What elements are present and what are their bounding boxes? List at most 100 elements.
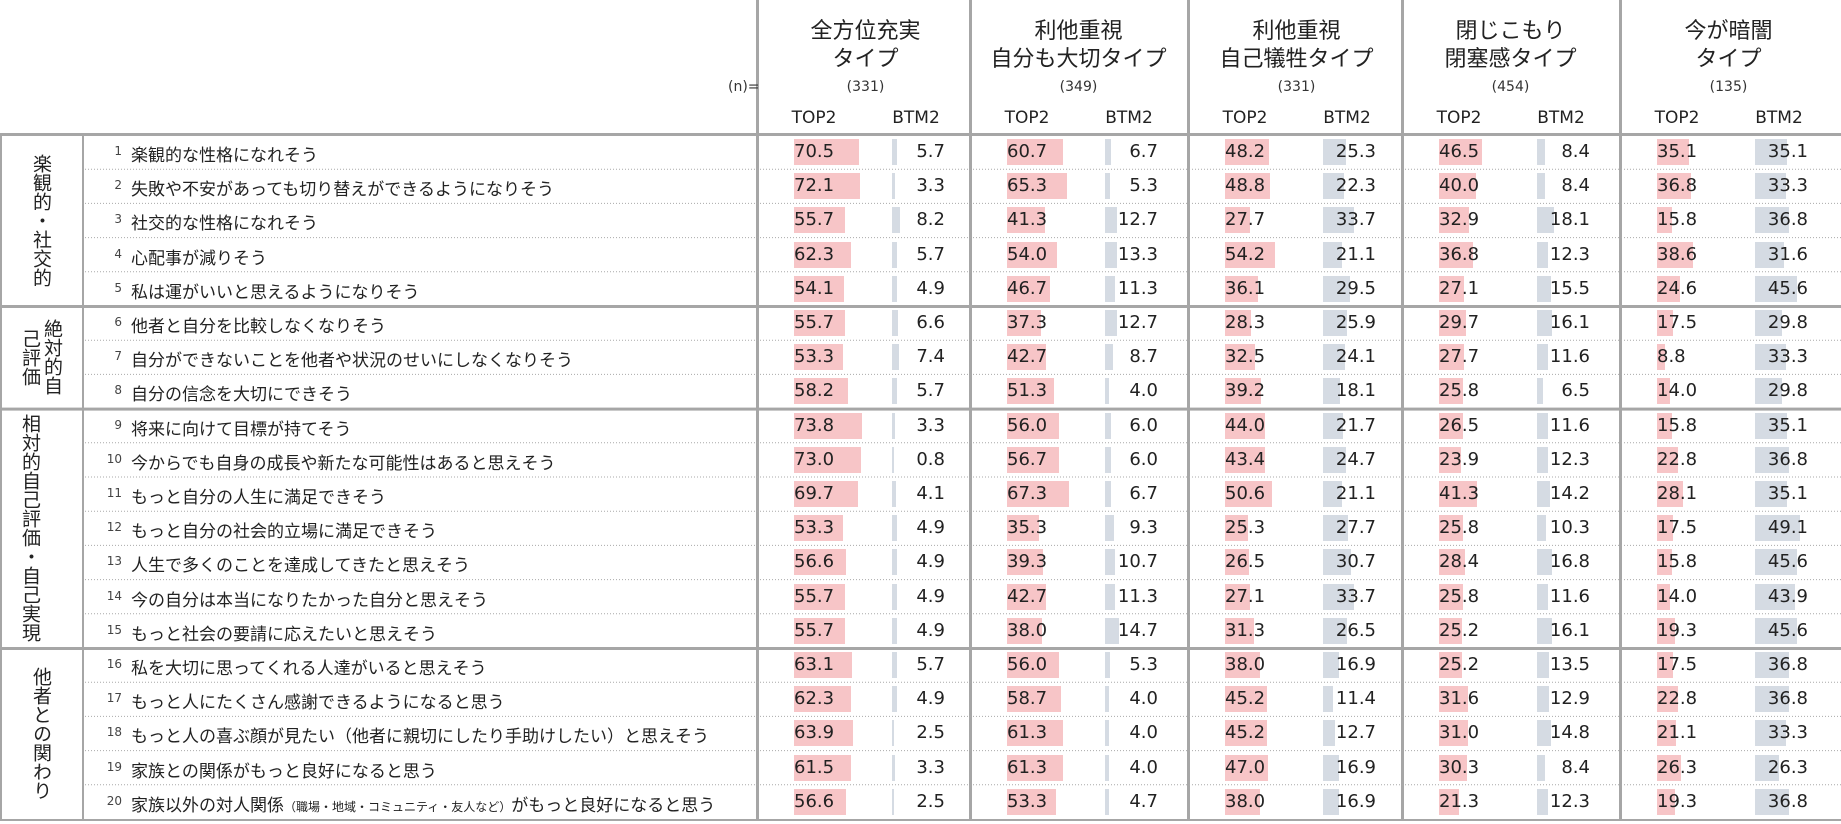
top2-bar xyxy=(1225,686,1267,713)
btm2-value: 49.1 xyxy=(1767,517,1808,539)
top2-value: 70.5 xyxy=(794,141,835,162)
top2-value: 38.6 xyxy=(1657,243,1698,265)
top2-bar xyxy=(1007,412,1059,439)
top2-bar xyxy=(794,549,847,576)
item-text-main: 家族以外の対人関係 xyxy=(131,795,284,816)
btm2-bar xyxy=(1105,344,1113,371)
btm2-value: 43.9 xyxy=(1767,585,1808,607)
group-title-line: 今が暗闇 xyxy=(1684,19,1773,44)
btm2-bar xyxy=(892,207,900,234)
top2-bar xyxy=(794,344,844,371)
top2-bar xyxy=(1439,481,1477,507)
btm2-bar xyxy=(1755,446,1789,473)
btm2-bar xyxy=(1105,549,1115,576)
top2-bar xyxy=(1007,549,1044,576)
btm2-col-header: BTM2 xyxy=(1755,108,1803,128)
btm2-value: 12.3 xyxy=(1549,790,1590,812)
top2-bar xyxy=(794,139,859,165)
top2-value: 72.1 xyxy=(794,175,835,197)
btm2-bar xyxy=(1537,344,1548,371)
btm2-value: 36.8 xyxy=(1767,448,1808,470)
top2-bar xyxy=(1439,412,1464,439)
top2-bar xyxy=(1657,481,1683,507)
n-label: (n)= xyxy=(728,79,760,95)
top2-bar xyxy=(1225,720,1267,747)
top2-bar xyxy=(1225,446,1265,473)
btm2-value: 5.7 xyxy=(916,654,945,675)
btm2-value: 21.1 xyxy=(1335,243,1376,265)
item-number: 14 xyxy=(106,588,122,603)
btm2-value: 16.9 xyxy=(1335,654,1376,675)
btm2-value: 26.5 xyxy=(1335,619,1376,641)
top2-bar xyxy=(794,515,844,542)
group-title-line: 利他重視 xyxy=(1252,19,1341,44)
top2-value: 17.5 xyxy=(1657,654,1698,675)
top2-value: 32.9 xyxy=(1439,209,1480,231)
btm2-bar xyxy=(892,344,899,371)
btm2-value: 3.3 xyxy=(916,175,945,197)
item-number: 6 xyxy=(114,315,122,329)
btm2-bar xyxy=(1323,720,1335,747)
top2-col-header: TOP2 xyxy=(791,108,837,128)
btm2-value: 4.0 xyxy=(1129,688,1158,710)
btm2-bar xyxy=(892,515,897,542)
btm2-value: 16.8 xyxy=(1549,551,1590,573)
top2-value: 31.6 xyxy=(1439,688,1480,710)
top2-value: 63.9 xyxy=(794,722,835,744)
btm2-value: 16.9 xyxy=(1335,790,1376,812)
group-title-line: 閉塞感タイプ xyxy=(1444,47,1577,72)
top2-bar xyxy=(1007,720,1064,747)
top2-bar xyxy=(1657,378,1670,405)
item-text: もっと自分の人生に満足できそう xyxy=(131,483,386,508)
top2-value: 38.0 xyxy=(1225,790,1266,812)
item-number: 10 xyxy=(106,451,122,466)
btm2-bar xyxy=(1323,617,1348,644)
top2-value: 28.1 xyxy=(1657,483,1698,504)
top2-value: 27.7 xyxy=(1225,209,1266,231)
btm2-value: 24.7 xyxy=(1335,448,1376,470)
item-number: 8 xyxy=(114,383,122,398)
btm2-value: 21.7 xyxy=(1335,414,1376,436)
top2-value: 73.0 xyxy=(794,448,835,470)
btm2-bar xyxy=(1755,686,1789,713)
top2-bar xyxy=(1439,652,1463,678)
btm2-bar xyxy=(892,378,898,405)
btm2-bar xyxy=(1755,788,1789,815)
btm2-bar xyxy=(1105,617,1119,644)
btm2-value: 6.5 xyxy=(1561,380,1590,402)
btm2-value: 8.2 xyxy=(916,209,945,231)
btm2-value: 36.8 xyxy=(1767,209,1808,231)
btm2-bar xyxy=(892,720,895,747)
category-label: 絶対的自己評価 xyxy=(19,319,63,396)
group-n: (349) xyxy=(1059,79,1098,95)
top2-bar xyxy=(1439,207,1470,234)
item-text-main: 失敗や不安があっても切り替えができるようになりそう xyxy=(131,180,554,201)
top2-value: 35.1 xyxy=(1657,141,1698,162)
btm2-value: 18.1 xyxy=(1549,209,1590,231)
btm2-bar xyxy=(1537,481,1551,507)
top2-value: 42.7 xyxy=(1007,346,1048,368)
btm2-value: 5.7 xyxy=(916,380,945,402)
item-text-main: もっと人の喜ぶ顔が見たい（他者に親切にしたり手助けしたい）と思えそう xyxy=(131,727,709,748)
btm2-bar xyxy=(892,788,895,815)
top2-value: 35.3 xyxy=(1007,517,1048,539)
btm2-value: 3.3 xyxy=(916,756,945,778)
category-label: 他者との関わり xyxy=(30,667,52,800)
item-text-tail: がもっと良好になると思う xyxy=(511,795,716,816)
top2-value: 27.7 xyxy=(1439,346,1480,368)
btm2-value: 35.1 xyxy=(1767,483,1808,504)
btm2-bar xyxy=(1537,207,1554,234)
btm2-value: 45.6 xyxy=(1767,551,1808,573)
top2-value: 61.3 xyxy=(1007,756,1048,778)
top2-value: 26.5 xyxy=(1225,551,1266,573)
top2-value: 55.7 xyxy=(794,209,835,231)
btm2-value: 0.8 xyxy=(916,448,945,470)
item-text-main: 社交的な性格になれそう xyxy=(131,214,318,235)
top2-value: 54.2 xyxy=(1225,243,1266,265)
btm2-value: 8.7 xyxy=(1129,346,1158,368)
btm2-bar xyxy=(1105,139,1112,165)
item-text-main: 今の自分は本当になりたかった自分と思えそう xyxy=(131,590,488,611)
item-text: 他者と自分を比較しなくなりそう xyxy=(131,312,386,337)
btm2-bar xyxy=(1105,686,1109,713)
top2-bar xyxy=(1439,139,1482,165)
